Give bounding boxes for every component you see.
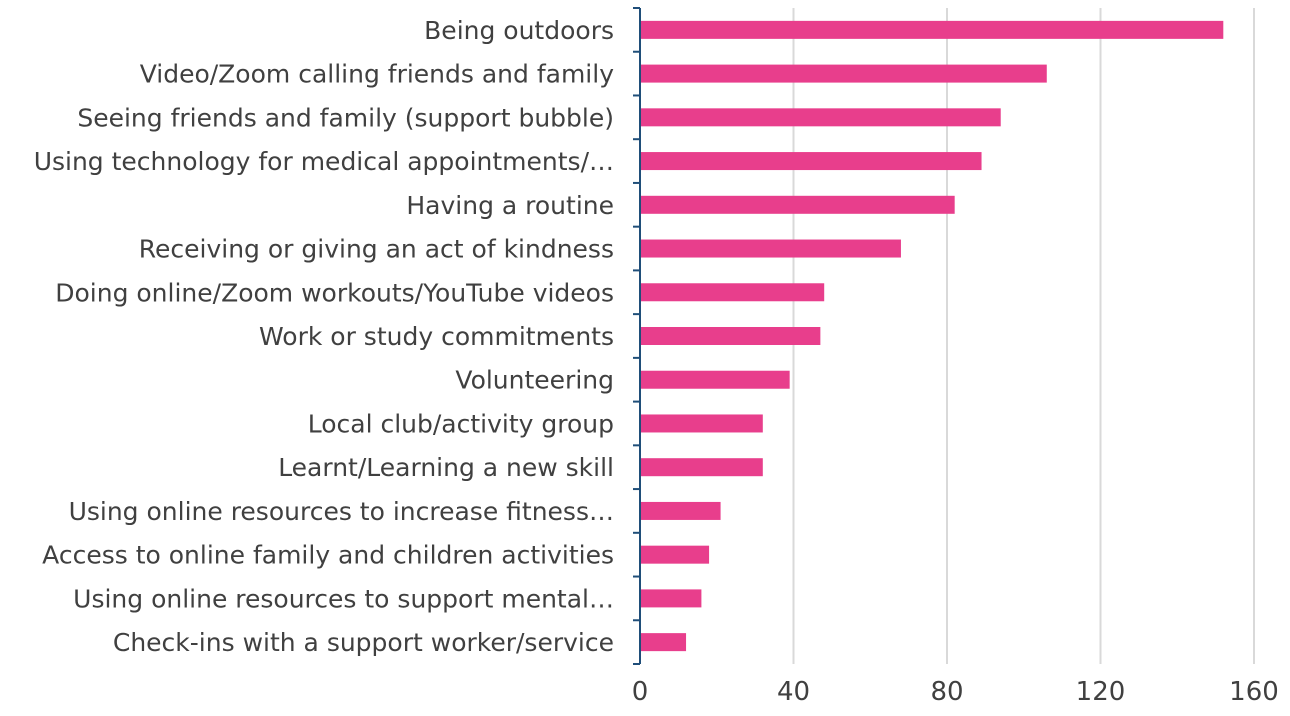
bar-2 xyxy=(641,108,1001,127)
category-label: Learnt/Learning a new skill xyxy=(278,453,614,482)
bar-12 xyxy=(641,545,710,564)
category-label: Using online resources to support mental… xyxy=(73,584,614,613)
value-axis-ticks: 0 40 80 120 160 xyxy=(632,677,1279,707)
category-label: Access to online family and children act… xyxy=(42,541,614,570)
bar-14 xyxy=(641,633,687,652)
x-tick-label: 120 xyxy=(1076,677,1126,707)
category-label: Video/Zoom calling friends and family xyxy=(140,60,614,89)
bar-0 xyxy=(641,20,1224,39)
bar-10 xyxy=(641,458,763,477)
category-label: Volunteering xyxy=(455,366,614,395)
category-label: Using online resources to increase fitne… xyxy=(69,497,614,526)
category-label: Seeing friends and family (support bubbl… xyxy=(77,103,614,132)
category-label: Work or study commitments xyxy=(259,322,614,351)
category-axis xyxy=(633,7,641,665)
x-tick-label: 0 xyxy=(632,677,649,707)
category-label: Receiving or giving an act of kindness xyxy=(139,235,614,264)
category-labels: Being outdoors Video/Zoom calling friends… xyxy=(34,16,615,657)
x-tick-label: 40 xyxy=(777,677,810,707)
bar-8 xyxy=(641,370,790,389)
bar-13 xyxy=(641,589,702,608)
bar-6 xyxy=(641,283,825,302)
bar-11 xyxy=(641,501,721,520)
bar-1 xyxy=(641,64,1047,83)
category-label: Check-ins with a support worker/service xyxy=(113,628,614,657)
bars xyxy=(641,20,1224,652)
category-label: Being outdoors xyxy=(424,16,614,45)
x-tick-label: 160 xyxy=(1229,677,1279,707)
bar-3 xyxy=(641,152,982,171)
bar-5 xyxy=(641,239,901,258)
x-tick-label: 80 xyxy=(930,677,963,707)
bar-9 xyxy=(641,414,763,433)
category-label: Local club/activity group xyxy=(308,409,614,438)
bar-7 xyxy=(641,327,821,345)
category-label: Using technology for medical appointment… xyxy=(34,147,614,176)
bar-4 xyxy=(641,195,955,214)
category-label: Having a routine xyxy=(406,191,614,220)
category-label: Doing online/Zoom workouts/YouTube video… xyxy=(55,278,614,307)
gridlines xyxy=(792,8,1255,664)
